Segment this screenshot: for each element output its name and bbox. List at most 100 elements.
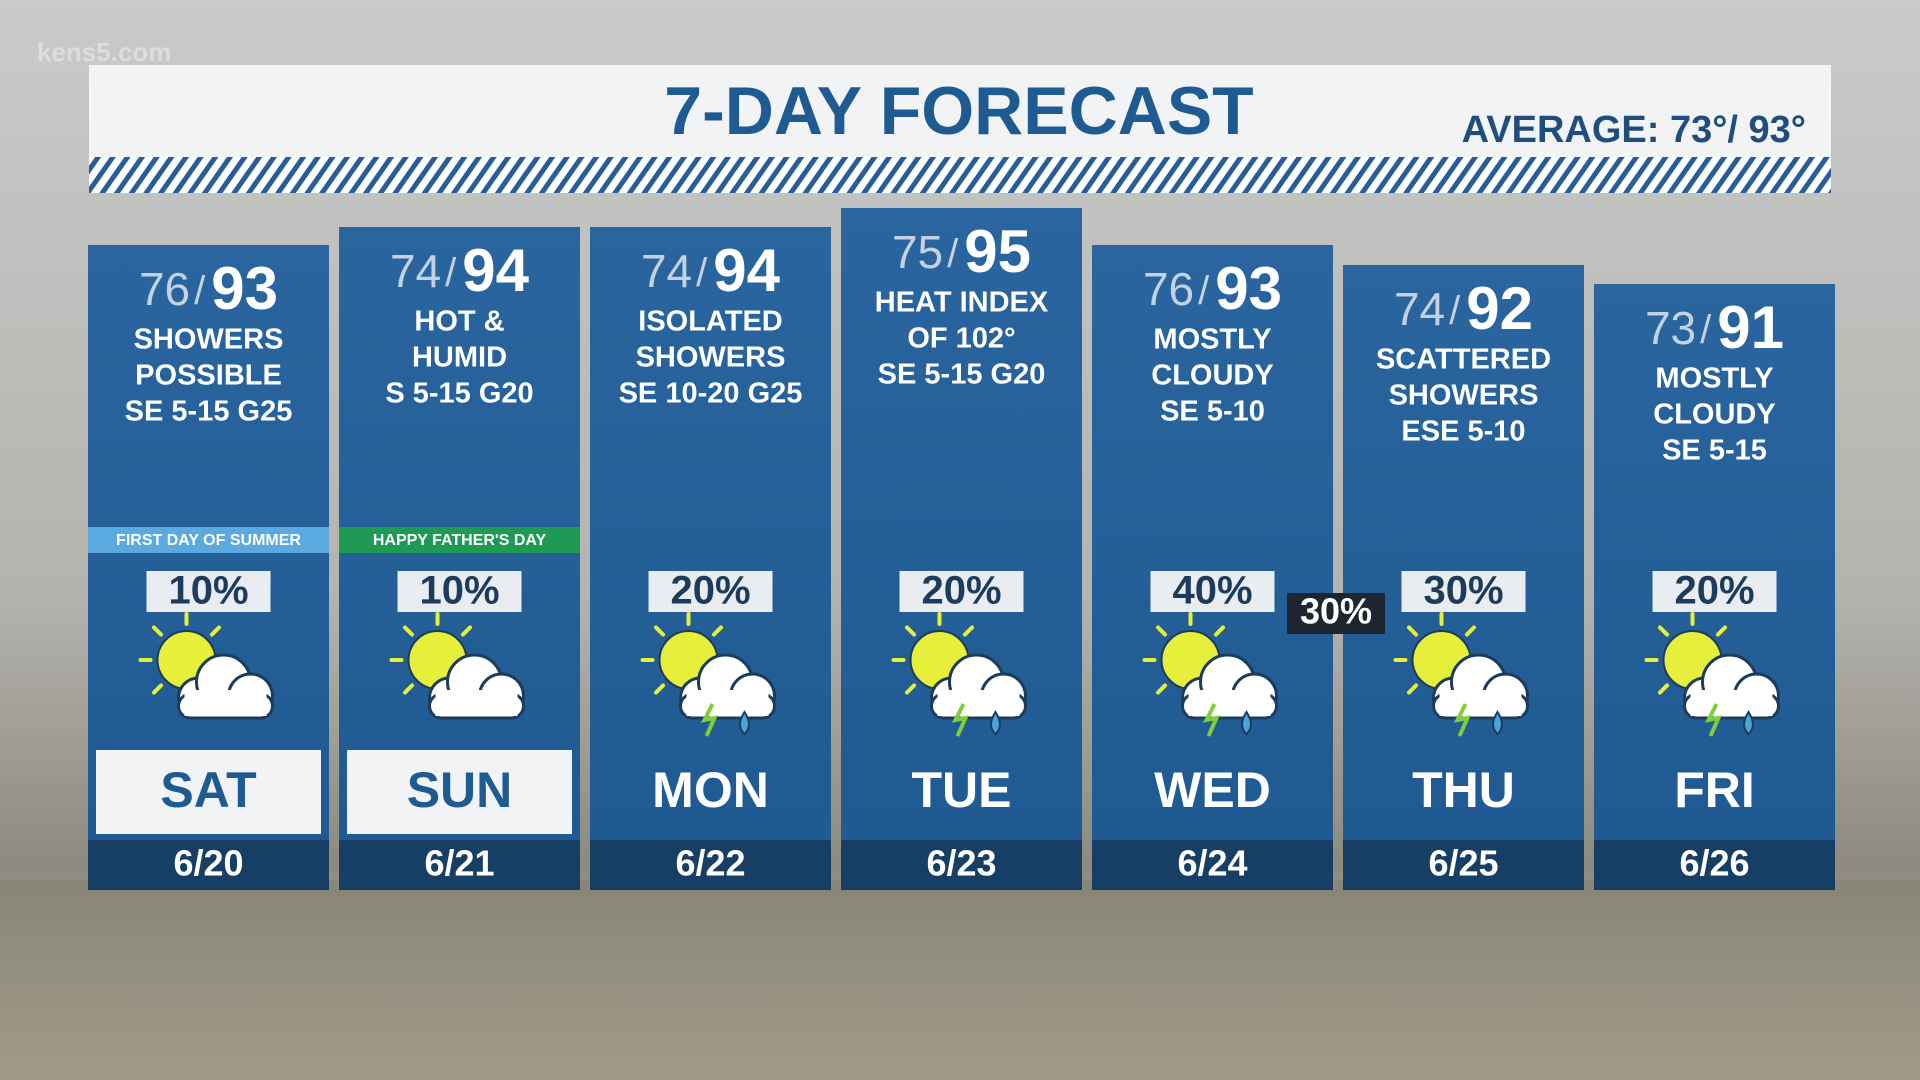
sun-ray xyxy=(1657,625,1670,637)
temperatures: 75/95 xyxy=(892,218,1031,285)
day: FRI xyxy=(1674,762,1755,818)
condition-line: SCATTERED xyxy=(1376,344,1551,376)
low-temp: 74 xyxy=(1394,283,1445,335)
sun-ray xyxy=(209,625,222,637)
temp-separator: / xyxy=(1700,308,1712,352)
high-temp: 92 xyxy=(1466,275,1533,342)
day: THU xyxy=(1412,762,1515,818)
condition-line: SE 5-15 xyxy=(1662,435,1767,467)
cloud-fill xyxy=(435,690,518,716)
drop xyxy=(990,710,1001,736)
condition-line: HUMID xyxy=(412,342,507,374)
day: SAT xyxy=(160,762,256,818)
sun-ray xyxy=(1464,625,1477,637)
condition-line: SE 5-15 G20 xyxy=(878,359,1046,391)
weather-icon xyxy=(640,612,776,737)
day: WED xyxy=(1154,762,1271,818)
temp-separator: / xyxy=(445,251,457,295)
sun-ray xyxy=(402,625,415,637)
date: 6/22 xyxy=(675,843,745,884)
high-temp: 94 xyxy=(713,237,780,304)
day-box xyxy=(347,750,572,834)
header-stripe xyxy=(89,157,1831,193)
drop xyxy=(1492,710,1503,736)
temperatures: 73/91 xyxy=(1645,294,1784,361)
condition-line: SHOWERS xyxy=(134,324,284,356)
bolt xyxy=(700,703,718,737)
weather-icon xyxy=(138,612,274,720)
sun-ray xyxy=(1406,625,1419,637)
sun-ray xyxy=(904,683,917,695)
bolt xyxy=(1704,703,1722,737)
condition-line: SE 5-15 G25 xyxy=(125,396,293,428)
date-strip xyxy=(1092,840,1333,890)
high-temp: 95 xyxy=(964,218,1031,285)
day: TUE xyxy=(912,762,1012,818)
condition-line: S 5-15 G20 xyxy=(385,378,533,410)
condition-line: ISOLATED xyxy=(638,306,782,338)
condition-line: HOT & xyxy=(414,306,504,338)
bolt xyxy=(1202,703,1220,737)
average: AVERAGE: 73°/ 93° xyxy=(1462,109,1806,151)
city-haze xyxy=(0,880,1920,1080)
temperatures: 76/93 xyxy=(139,255,278,322)
condition-line: SE 10-20 G25 xyxy=(619,378,803,410)
low-temp: 74 xyxy=(641,245,692,297)
precip: 20% xyxy=(1674,569,1754,613)
date-strip xyxy=(88,840,329,890)
weather-icon xyxy=(1142,612,1278,737)
drop xyxy=(1743,710,1754,736)
bolt xyxy=(951,703,969,737)
date-strip xyxy=(1343,840,1584,890)
sun-ray xyxy=(1715,625,1728,637)
sun-ray xyxy=(653,625,666,637)
cloud-fill xyxy=(937,690,1020,716)
precip: 40% xyxy=(1172,569,1252,613)
day: MON xyxy=(652,762,769,818)
cloud-fill xyxy=(1690,690,1773,716)
date-strip xyxy=(841,840,1082,890)
column-panel xyxy=(1343,265,1584,840)
condition-line: HEAT INDEX xyxy=(875,287,1049,319)
cloud-fill xyxy=(686,690,769,716)
condition-line: MOSTLY xyxy=(1655,363,1773,395)
precip-box xyxy=(1150,571,1275,612)
temperatures: 74/94 xyxy=(641,237,781,304)
note-bar xyxy=(88,527,329,553)
weather-icon xyxy=(891,612,1027,737)
temp-separator: / xyxy=(194,269,206,313)
precip: 20% xyxy=(921,569,1001,613)
low-temp: 75 xyxy=(892,226,943,278)
condition-line: SE 5-10 xyxy=(1160,396,1265,428)
precip-box xyxy=(397,571,522,612)
condition-line: SHOWERS xyxy=(1389,380,1539,412)
sun-ray xyxy=(151,625,164,637)
sun-ray xyxy=(962,625,975,637)
temp-separator: / xyxy=(696,251,708,295)
note-bar xyxy=(339,527,580,553)
date: 6/24 xyxy=(1177,843,1247,884)
date: 6/25 xyxy=(1428,843,1498,884)
bolt xyxy=(1453,703,1471,737)
temperatures: 76/93 xyxy=(1143,255,1282,322)
condition-line: OF 102° xyxy=(907,323,1015,355)
note: FIRST DAY OF SUMMER xyxy=(116,532,301,549)
condition-line: MOSTLY xyxy=(1153,324,1271,356)
date-strip xyxy=(1594,840,1835,890)
date-strip xyxy=(339,840,580,890)
cloud-fill xyxy=(184,690,267,716)
date: 6/20 xyxy=(173,843,243,884)
precip: 10% xyxy=(419,569,499,613)
date: 6/26 xyxy=(1679,843,1749,884)
high-temp: 94 xyxy=(462,237,529,304)
column-panel xyxy=(1594,284,1835,840)
sun-ray xyxy=(653,683,666,695)
